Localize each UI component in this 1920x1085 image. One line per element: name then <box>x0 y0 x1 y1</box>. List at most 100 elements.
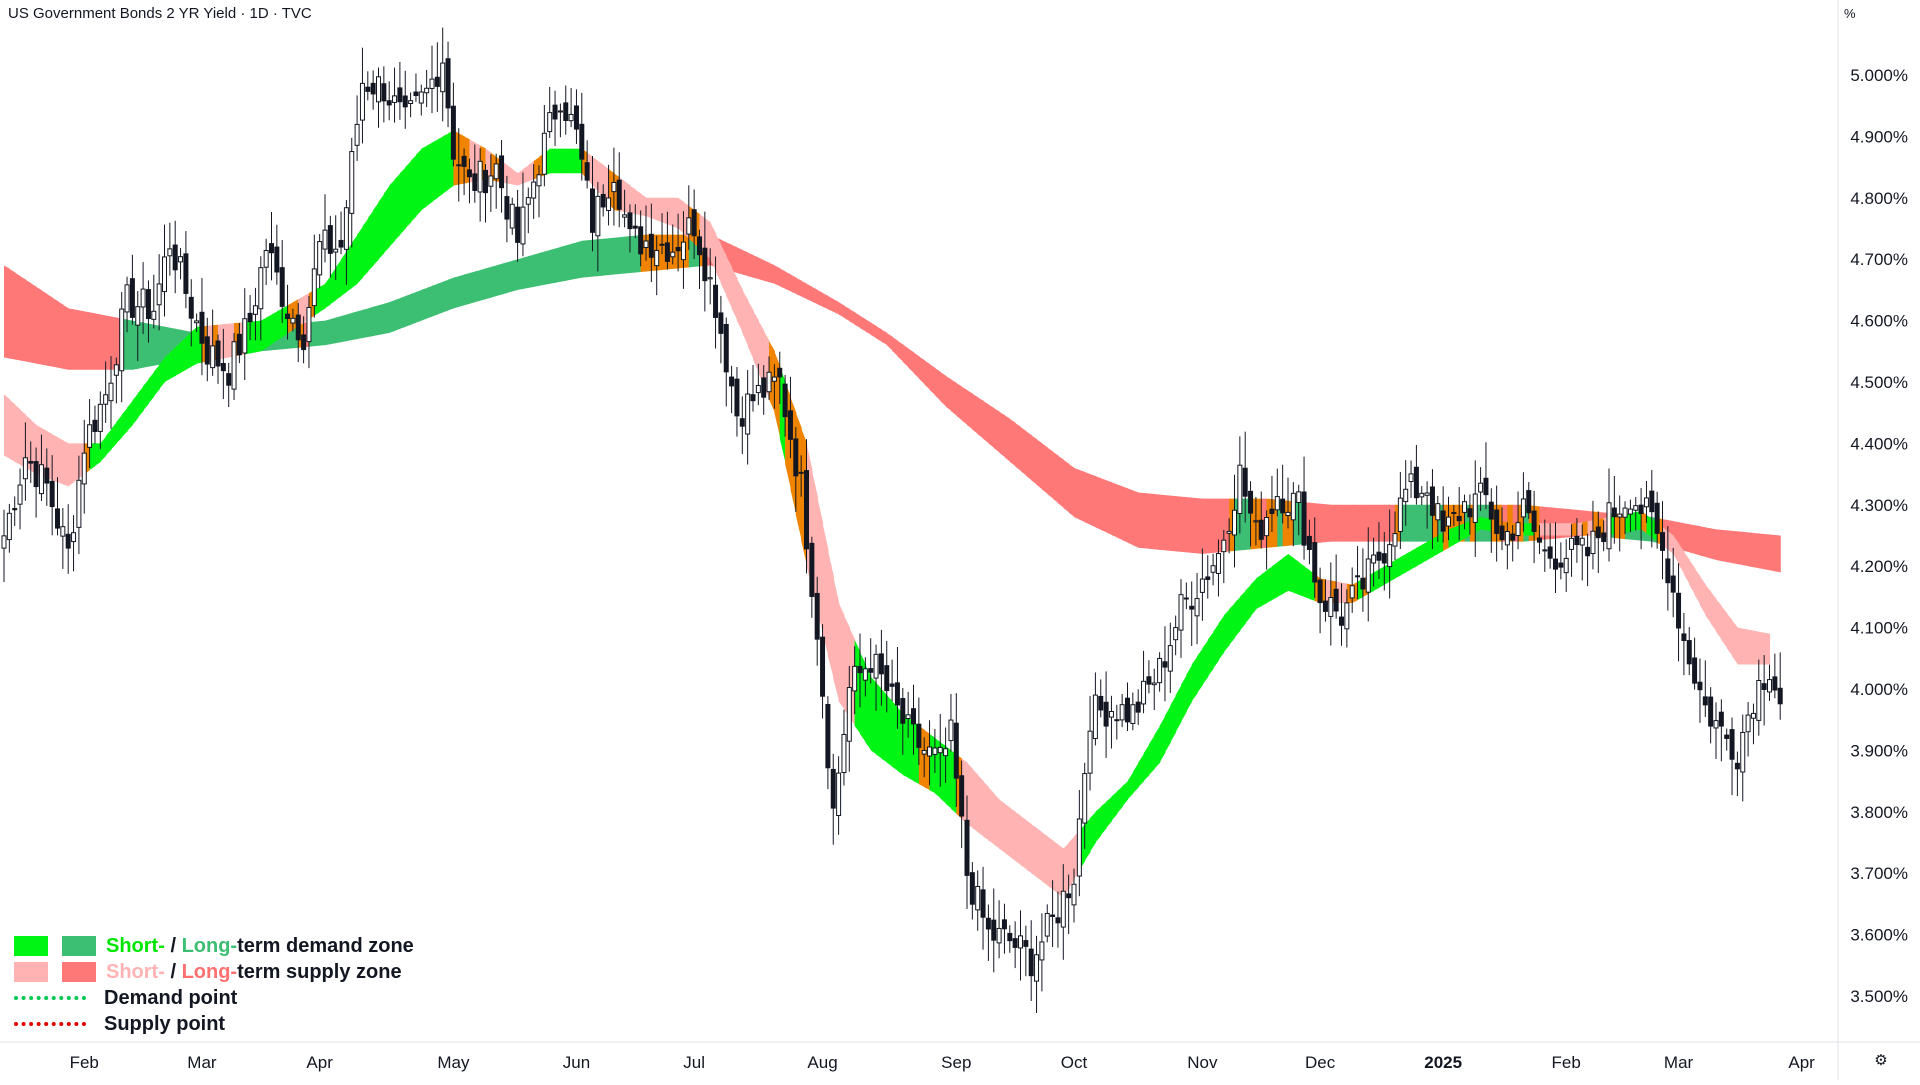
candle-body <box>1274 496 1280 511</box>
candle-body <box>1536 537 1542 543</box>
short-term-zone-segment <box>908 717 915 782</box>
candle-body <box>1547 546 1553 559</box>
candle-body <box>252 305 258 315</box>
long-term-zone-segment <box>1111 482 1118 538</box>
long-term-zone-segment <box>1341 504 1348 542</box>
long-term-zone-segment <box>736 247 743 275</box>
short-term-zone-segment <box>1421 541 1428 564</box>
long-term-zone-segment <box>458 274 465 307</box>
long-term-zone-segment <box>1330 504 1337 542</box>
candle-body <box>1381 553 1387 564</box>
long-term-zone-segment <box>1009 418 1016 467</box>
candle-body <box>1349 585 1355 599</box>
short-term-zone-segment <box>1191 656 1198 702</box>
long-term-zone-segment <box>1373 504 1380 542</box>
short-term-zone-segment <box>223 323 230 359</box>
long-term-zone-segment <box>1764 533 1771 571</box>
short-term-zone-segment <box>1047 836 1054 890</box>
candle-body <box>595 195 601 237</box>
candle-body <box>354 123 360 146</box>
long-term-zone-segment <box>383 302 390 334</box>
candle-body <box>659 243 665 246</box>
short-term-zone-segment <box>1341 582 1348 604</box>
candle-body <box>1317 579 1323 604</box>
x-tick-label: Aug <box>807 1053 837 1072</box>
candle-body <box>1034 954 1040 982</box>
candle-body <box>488 175 494 187</box>
candle-body <box>1028 948 1034 977</box>
candle-body <box>210 345 216 369</box>
long-term-zone-segment <box>1181 496 1187 553</box>
legend-long-text: Long- <box>181 960 238 983</box>
short-term-zone-segment <box>148 371 155 404</box>
long-term-zone-segment <box>132 320 139 370</box>
short-term-zone-segment <box>1721 606 1728 649</box>
long-term-zone-segment <box>801 280 808 300</box>
short-term-zone-segment <box>1068 836 1075 889</box>
candle-body <box>440 62 446 93</box>
long-term-zone-segment <box>565 243 572 281</box>
short-term-zone-segment <box>442 133 449 194</box>
candle-body <box>509 203 515 229</box>
short-term-zone-segment <box>833 576 840 702</box>
long-term-zone-segment <box>779 268 786 289</box>
candle-body <box>868 668 874 673</box>
candle-body <box>905 714 911 720</box>
candle-body <box>370 82 376 95</box>
long-term-zone-segment <box>448 277 454 311</box>
short-term-zone-segment <box>121 407 128 438</box>
long-term-zone-segment <box>362 308 369 338</box>
candle-body <box>798 471 804 474</box>
candle-body <box>183 253 189 294</box>
candle-body <box>525 197 531 205</box>
short-term-zone-segment <box>629 185 636 215</box>
candle-body <box>1103 701 1109 727</box>
short-term-zone-segment <box>1250 578 1257 617</box>
long-term-zone-segment <box>1694 525 1701 556</box>
long-term-zone-segment <box>672 234 679 269</box>
long-term-zone-segment <box>469 271 476 304</box>
candle-body <box>178 256 184 263</box>
long-term-zone-segment <box>480 268 487 301</box>
long-term-zone-segment <box>41 290 48 366</box>
candle-body <box>1429 486 1435 516</box>
candle-body <box>648 233 654 258</box>
candle-body <box>1456 515 1462 522</box>
x-tick-label: Mar <box>187 1053 217 1072</box>
candle-body <box>841 733 847 773</box>
long-term-zone-segment <box>742 249 749 277</box>
short-term-zone-segment <box>886 695 893 767</box>
candle-body <box>1360 577 1366 590</box>
candle-body <box>1504 530 1510 546</box>
long-term-zone-segment <box>576 240 583 279</box>
long-term-zone-segment <box>769 262 775 284</box>
candle-body <box>1745 714 1751 733</box>
short-term-zone-segment <box>838 603 845 710</box>
long-term-zone-segment <box>1716 529 1722 562</box>
long-term-zone-segment <box>389 300 396 333</box>
candle-body <box>1585 546 1591 557</box>
short-demand-swatch <box>14 936 48 956</box>
candle-body <box>1526 490 1532 514</box>
legend-sep: / <box>164 934 182 957</box>
short-term-zone-segment <box>1625 512 1631 533</box>
long-term-zone-segment <box>330 317 337 345</box>
long-term-zone-segment <box>1020 427 1027 476</box>
candle-body <box>547 112 553 133</box>
long-term-zone-segment <box>581 240 588 278</box>
long-term-zone-segment <box>881 329 888 346</box>
gear-icon[interactable]: ⚙ <box>1874 1052 1888 1069</box>
candle-body <box>119 308 125 372</box>
candle-body <box>590 188 595 233</box>
long-term-zone-segment <box>1154 494 1161 550</box>
short-term-zone-segment <box>180 336 187 373</box>
candle-body <box>1242 467 1248 497</box>
long-term-zone-segment <box>1705 527 1712 559</box>
short-term-zone-segment <box>571 148 578 174</box>
short-term-zone-segment <box>1705 584 1712 624</box>
candle-body <box>129 278 135 318</box>
candle-body <box>1071 883 1077 906</box>
long-term-zone-segment <box>105 315 112 370</box>
